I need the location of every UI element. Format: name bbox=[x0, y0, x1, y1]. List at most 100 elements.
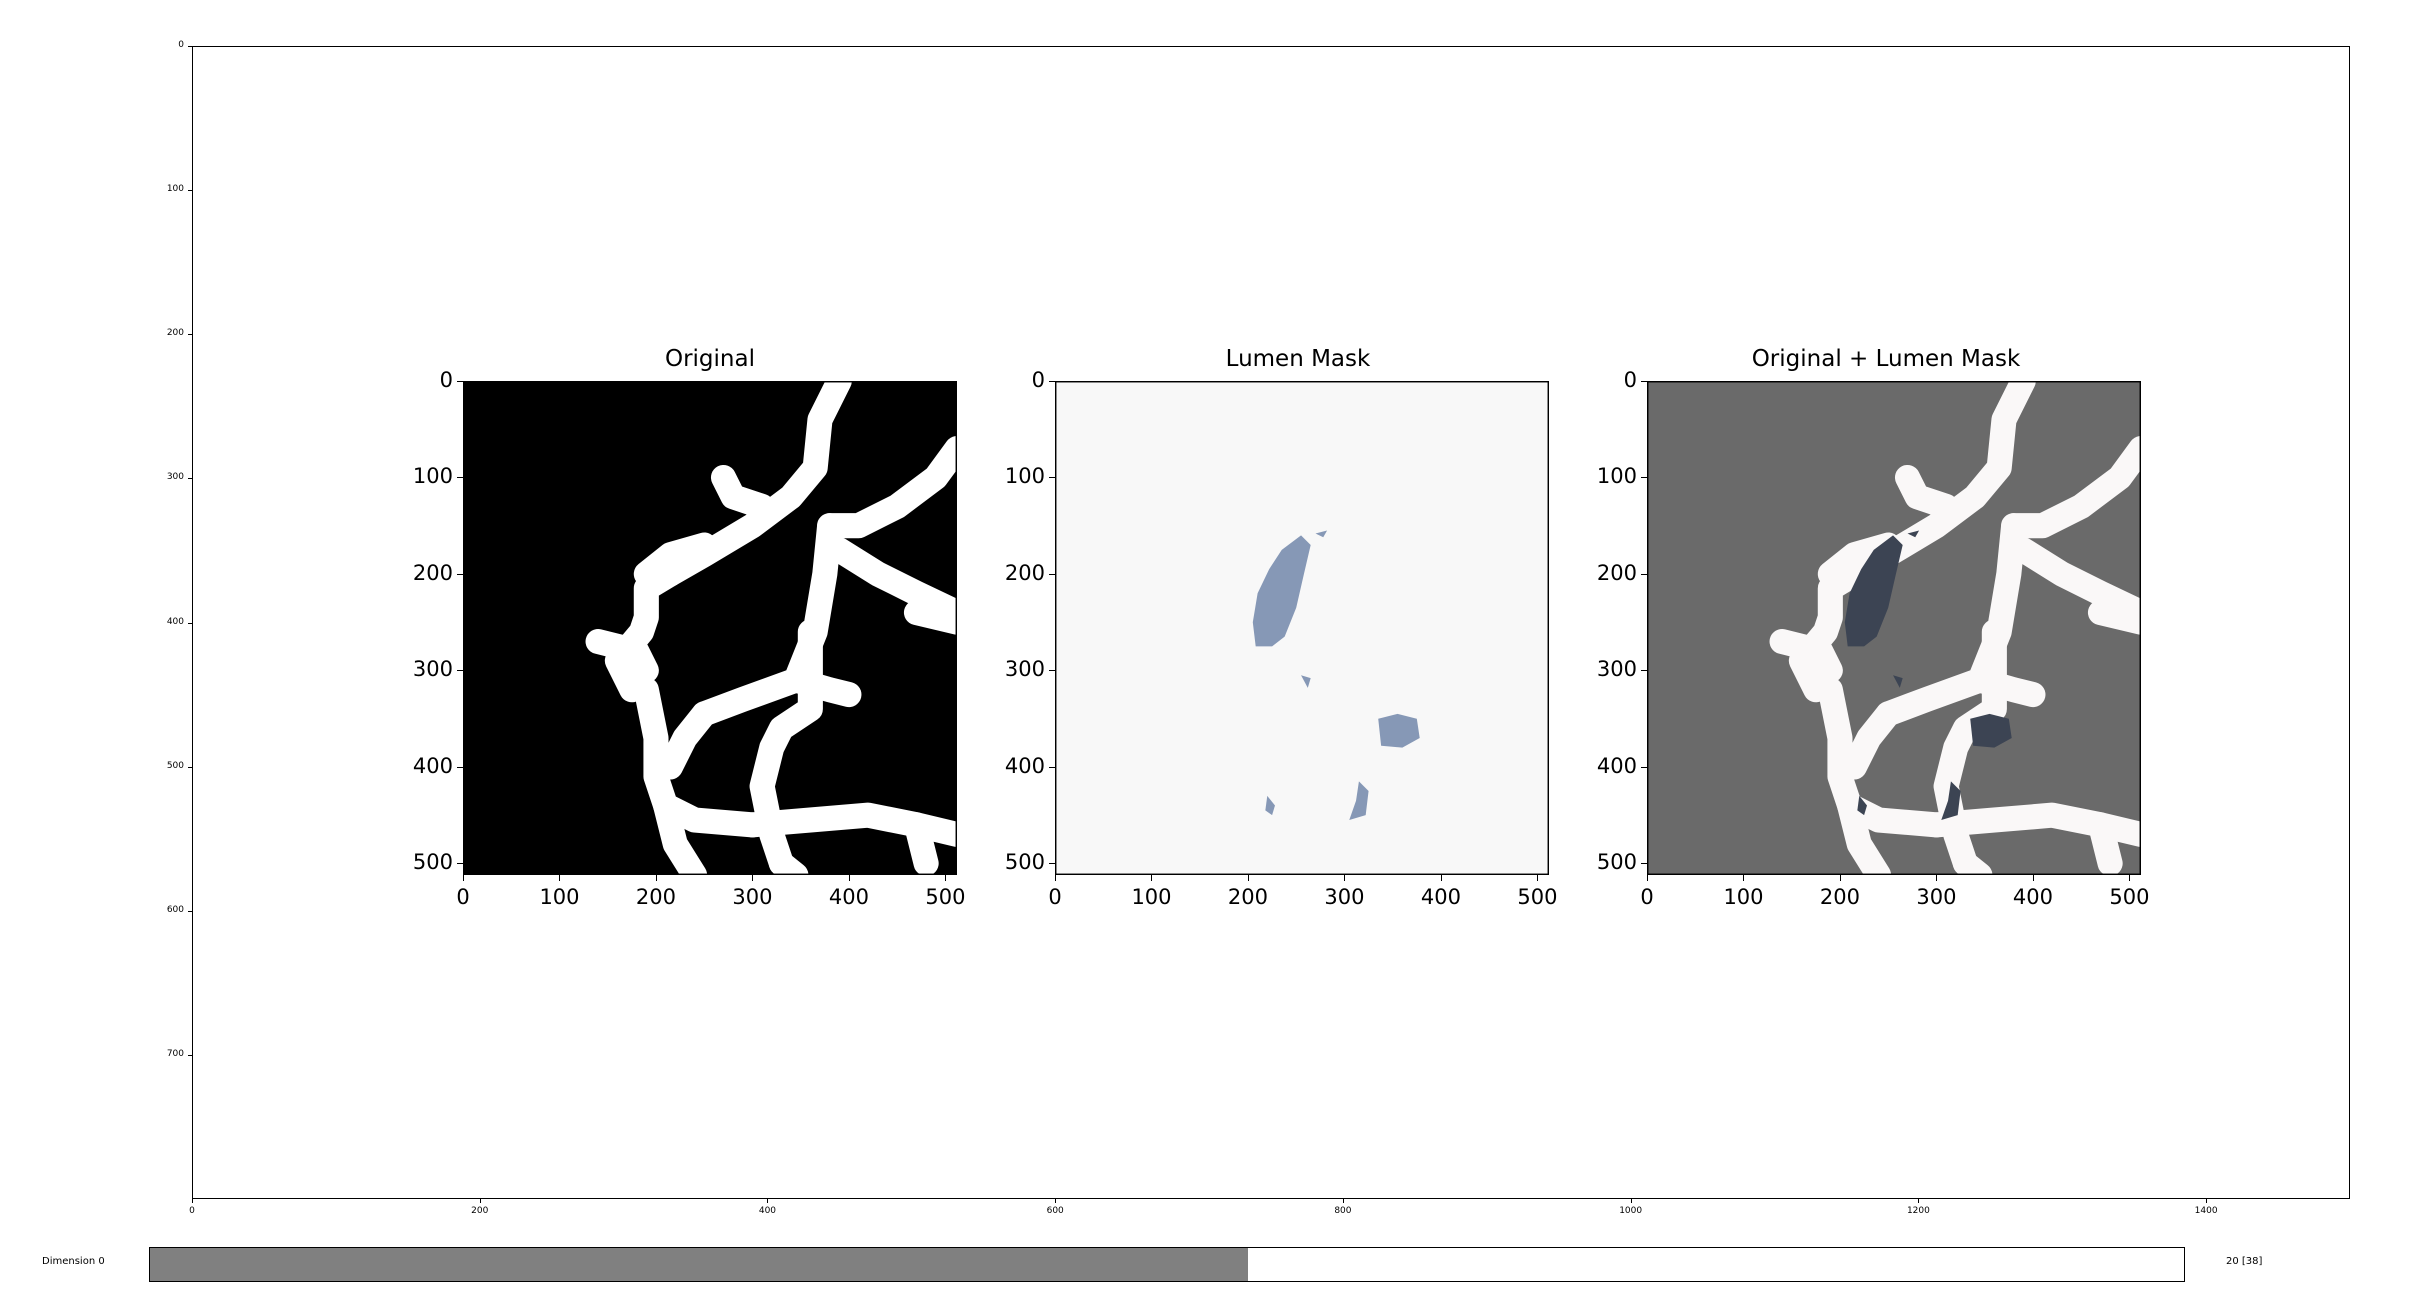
x-tick-mark bbox=[2206, 1199, 2208, 1203]
panel-x-tick-mark bbox=[559, 875, 561, 881]
panel-y-tick-label: 300 bbox=[412, 657, 453, 682]
panel-x-tick-label: 0 bbox=[1048, 885, 1062, 909]
x-tick-label: 400 bbox=[758, 1206, 777, 1216]
panel-x-tick-mark bbox=[1440, 875, 1442, 881]
vessel-branch bbox=[817, 435, 957, 539]
slider-fill bbox=[150, 1248, 1249, 1281]
y-tick-label: 700 bbox=[166, 1048, 184, 1059]
panel-frame bbox=[463, 381, 957, 875]
vessel-branch bbox=[1952, 850, 1993, 875]
panel-y-tick-label: 300 bbox=[1004, 657, 1045, 682]
lumen-region bbox=[1844, 535, 1903, 647]
x-tick-mark bbox=[192, 1199, 193, 1203]
panel-y-tick-mark bbox=[1049, 477, 1055, 479]
vessel-branch bbox=[710, 464, 775, 519]
panel-title-overlay: Original + Lumen Mask bbox=[1751, 346, 2021, 372]
x-tick-mark bbox=[1630, 1199, 1632, 1203]
x-tick-mark bbox=[479, 1199, 481, 1203]
lumen-region bbox=[1857, 795, 1867, 816]
panel-y-tick-mark bbox=[457, 670, 463, 672]
panel-x-tick-label: 300 bbox=[1324, 885, 1365, 909]
panel-y-tick-mark bbox=[457, 477, 463, 479]
panel-y-tick-mark bbox=[1049, 381, 1055, 382]
panel-y-tick-label: 500 bbox=[1004, 850, 1045, 875]
lumen-region bbox=[1941, 781, 1961, 821]
vessel-branch bbox=[653, 792, 708, 875]
lumen-region bbox=[1315, 530, 1328, 538]
panel-x-tick-mark bbox=[1247, 875, 1249, 881]
panel-x-tick-label: 500 bbox=[1517, 885, 1558, 909]
panel-y-tick-mark bbox=[457, 381, 463, 382]
panel-y-tick-mark bbox=[1049, 766, 1055, 768]
panel-background bbox=[1055, 381, 1549, 875]
panel-y-tick-label: 100 bbox=[1004, 464, 1045, 489]
slider-label: Dimension 0 bbox=[42, 1256, 105, 1267]
y-tick-label: 0 bbox=[178, 40, 184, 50]
y-tick-label: 100 bbox=[166, 184, 184, 195]
vessel-branch bbox=[826, 537, 957, 626]
vessel-branch bbox=[1841, 701, 1901, 780]
vessel-branch bbox=[633, 532, 717, 587]
panel-x-tick-label: 500 bbox=[2109, 885, 2150, 909]
panel-x-tick-label: 500 bbox=[925, 885, 966, 909]
panel-x-tick-mark bbox=[463, 875, 464, 881]
vessel-branch bbox=[1894, 464, 1959, 519]
lumen-region bbox=[1970, 713, 2012, 748]
vessel-branch bbox=[1817, 677, 1949, 838]
panel-y-tick-label: 200 bbox=[412, 560, 453, 585]
panel-x-tick-label: 400 bbox=[2012, 885, 2053, 909]
x-tick-mark bbox=[767, 1199, 769, 1203]
panel-y-tick-label: 500 bbox=[412, 850, 453, 875]
panel-y-tick-mark bbox=[1641, 670, 1647, 672]
panel-y-tick-mark bbox=[457, 573, 463, 575]
panel-x-tick-mark bbox=[1647, 875, 1648, 881]
panel-x-tick-mark bbox=[1936, 875, 1938, 881]
slider-value: 20 [38] bbox=[2226, 1256, 2263, 1267]
panel-x-tick-mark bbox=[1151, 875, 1153, 881]
vessel-branch bbox=[1769, 628, 1843, 683]
panel-x-tick-mark bbox=[2129, 875, 2131, 881]
panel-y-tick-label: 0 bbox=[1623, 368, 1637, 392]
panel-y-tick-mark bbox=[457, 766, 463, 768]
panel-x-tick-label: 400 bbox=[1420, 885, 1461, 909]
y-tick-mark bbox=[188, 190, 192, 192]
panel-y-tick-mark bbox=[1641, 863, 1647, 865]
vessel-branch bbox=[657, 701, 717, 780]
panel-y-tick-label: 200 bbox=[1004, 560, 1045, 585]
y-tick-label: 500 bbox=[166, 760, 184, 771]
panel-x-tick-mark bbox=[1743, 875, 1745, 881]
panel-x-tick-mark bbox=[752, 875, 754, 881]
panel-x-tick-label: 300 bbox=[732, 885, 773, 909]
panel-x-tick-label: 200 bbox=[1819, 885, 1861, 909]
vessel-branch bbox=[2010, 537, 2141, 626]
panel-y-tick-mark bbox=[1641, 573, 1647, 575]
dimension-slider[interactable] bbox=[149, 1247, 2185, 1282]
lumen-region bbox=[1349, 781, 1369, 821]
panel-y-tick-mark bbox=[1049, 573, 1055, 575]
panel-x-tick-label: 0 bbox=[456, 885, 470, 909]
panel-y-tick-label: 200 bbox=[1596, 560, 1637, 585]
panel-y-tick-label: 400 bbox=[1004, 753, 1045, 778]
panel-x-tick-label: 100 bbox=[1723, 885, 1764, 909]
y-tick-mark bbox=[188, 910, 192, 912]
panel-x-tick-label: 300 bbox=[1916, 885, 1957, 909]
panel-y-tick-mark bbox=[457, 863, 463, 865]
panel-y-tick-label: 400 bbox=[1596, 753, 1637, 778]
panel-y-tick-label: 100 bbox=[1596, 464, 1637, 489]
y-tick-mark bbox=[188, 46, 192, 47]
panel-y-tick-label: 100 bbox=[412, 464, 453, 489]
panel-y-tick-label: 400 bbox=[412, 753, 453, 778]
vessel-branch bbox=[768, 850, 809, 875]
panel-y-tick-label: 500 bbox=[1596, 850, 1637, 875]
vessel-branch bbox=[604, 561, 683, 703]
lumen-region bbox=[1893, 675, 1903, 688]
panel-y-tick-mark bbox=[1049, 863, 1055, 865]
lumen-region bbox=[1265, 795, 1275, 816]
x-tick-label: 600 bbox=[1046, 1206, 1064, 1216]
lumen-region bbox=[1301, 675, 1311, 688]
panel-x-tick-mark bbox=[1537, 875, 1539, 881]
panel-image-0 bbox=[463, 381, 957, 875]
panel-y-tick-label: 300 bbox=[1596, 657, 1637, 682]
panel-x-tick-label: 200 bbox=[1227, 885, 1269, 909]
panel-x-tick-label: 100 bbox=[539, 885, 580, 909]
